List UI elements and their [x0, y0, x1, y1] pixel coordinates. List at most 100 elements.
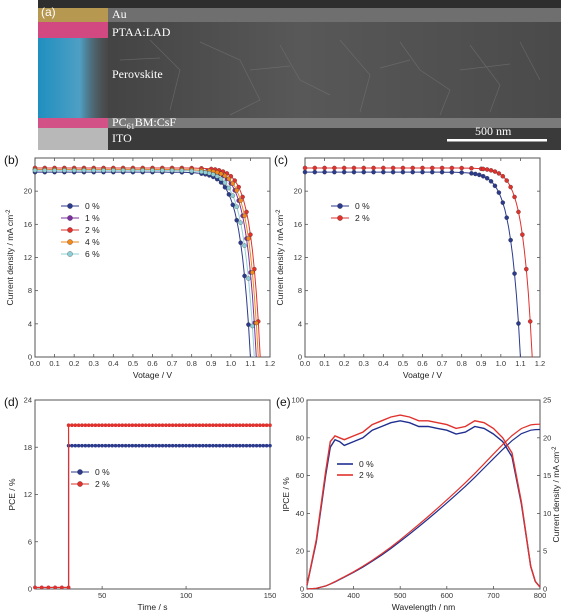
data-point [147, 423, 151, 428]
data-point [73, 423, 78, 428]
sem-layer-pcbm-pc: PC [112, 115, 127, 129]
data-point [520, 232, 525, 237]
data-point [241, 423, 245, 428]
data-point [76, 423, 81, 428]
data-point [246, 236, 251, 241]
data-point [226, 192, 232, 197]
data-point [244, 443, 249, 448]
series-line [35, 169, 257, 358]
data-point [504, 215, 509, 220]
data-point [477, 172, 482, 178]
legend-label: 2 % [359, 470, 374, 480]
data-point [234, 423, 239, 428]
x-axis-label: Voatge / V [403, 370, 443, 380]
data-point [204, 443, 209, 448]
legend-label: 4 % [85, 237, 100, 247]
data-point [341, 165, 347, 171]
data-point [137, 443, 141, 448]
data-point [217, 423, 222, 428]
y-axis-label-text: Current density / mA cm [5, 215, 15, 306]
data-point [81, 168, 87, 173]
data-point [103, 443, 108, 448]
y2-tick-label: 5 [543, 547, 547, 556]
panel-label: (c) [274, 153, 288, 167]
legend-marker [77, 481, 83, 487]
data-point [410, 169, 415, 175]
data-point [86, 443, 91, 448]
y-tick-label: 100 [291, 396, 304, 405]
data-point [211, 443, 215, 448]
data-point [190, 423, 195, 428]
data-point [164, 423, 168, 428]
data-point [226, 176, 232, 182]
y-tick-label: 0 [298, 353, 302, 362]
sem-ptaa-color [38, 22, 108, 38]
y2-axis-label-text: Current density / mA cm [551, 452, 561, 543]
sem-top-dark [38, 0, 561, 8]
y-axis-label: Current density / mA cm-2 [5, 209, 15, 306]
x-axis-label: Time / s [138, 602, 168, 612]
data-point [237, 443, 242, 448]
data-point [180, 423, 185, 428]
data-point [130, 423, 135, 428]
data-point [218, 171, 224, 177]
data-point [524, 266, 529, 272]
ipce-line [306, 420, 541, 588]
data-point [154, 423, 158, 428]
panel-a-label: (a) [41, 5, 56, 19]
data-point [133, 423, 138, 428]
legend-marker [77, 469, 83, 475]
x-tick-label: 1.0 [496, 359, 506, 368]
series-line [304, 167, 533, 358]
data-point [238, 240, 243, 246]
x-tick-label: 700 [487, 591, 500, 600]
data-point [143, 423, 148, 428]
data-point [227, 443, 232, 448]
sem-perovskite-color [38, 38, 108, 118]
data-point [268, 423, 272, 428]
sem-ito-layer [38, 128, 561, 150]
data-point [169, 168, 175, 173]
data-point [140, 443, 145, 448]
data-point [341, 169, 347, 175]
sem-au-layer [38, 8, 561, 22]
panel-label: (b) [4, 153, 19, 167]
y-tick-label: 4 [28, 319, 32, 328]
data-point [83, 443, 88, 448]
data-point [140, 423, 145, 428]
data-point [371, 165, 376, 171]
sem-pcbm-color [38, 118, 108, 128]
data-point [190, 443, 195, 448]
data-point [110, 443, 115, 448]
legend-label: 6 % [85, 249, 100, 259]
data-point [390, 169, 396, 175]
data-point [160, 423, 165, 428]
data-point [322, 165, 327, 171]
data-point [70, 443, 74, 448]
x-tick-label: 100 [180, 591, 193, 600]
x-tick-label: 0.8 [456, 359, 466, 368]
data-point [174, 423, 178, 428]
sem-pcbm-layer [38, 118, 561, 128]
y-tick-label: 8 [298, 286, 302, 295]
data-point [244, 209, 249, 215]
sem-layer-perovskite: Perovskite [112, 67, 163, 81]
data-point [237, 423, 242, 428]
data-point [177, 443, 182, 448]
data-point [150, 168, 155, 173]
legend-marker [337, 215, 343, 221]
y-tick-label: 20 [296, 547, 304, 556]
data-point [508, 237, 513, 243]
data-point [492, 169, 498, 174]
y2-tick-label: 25 [543, 396, 551, 405]
data-point [184, 423, 188, 428]
data-point [214, 443, 219, 448]
x-tick-label: 300 [301, 591, 314, 600]
data-point [177, 423, 182, 428]
data-point [187, 423, 192, 428]
data-point [516, 321, 521, 326]
data-point [113, 423, 118, 428]
y-axis-label-sup: -2 [276, 209, 282, 215]
data-point [133, 443, 138, 448]
legend-label: 0 % [85, 201, 100, 211]
